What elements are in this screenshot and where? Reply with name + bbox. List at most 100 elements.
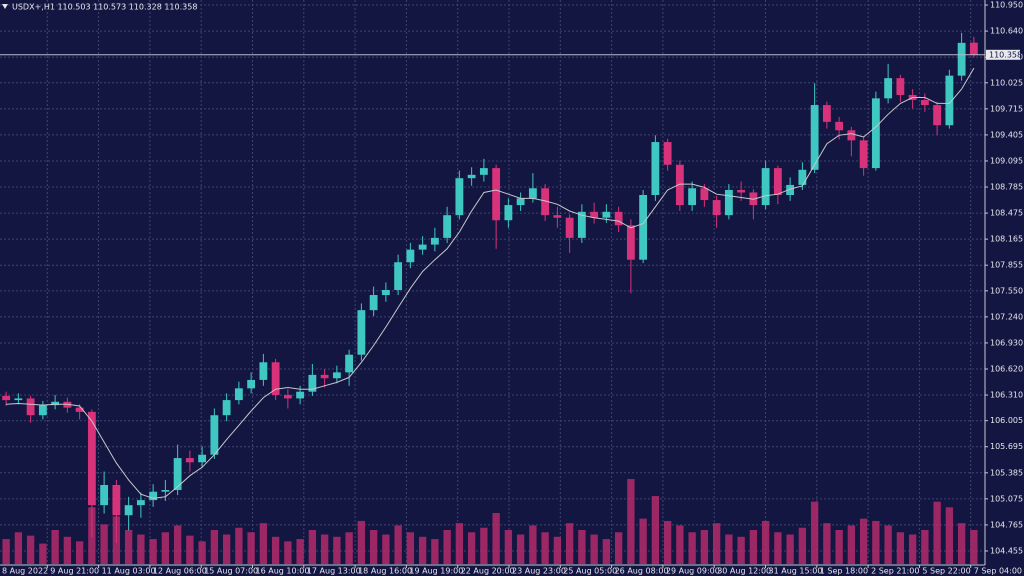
volume-bar (39, 543, 47, 564)
volume-bar (529, 525, 537, 564)
candle-body (896, 78, 905, 95)
volume-bar (333, 536, 341, 564)
volume-bar (271, 536, 280, 564)
volume-bar (308, 530, 317, 564)
candle-body (210, 415, 219, 455)
candle-body (602, 211, 611, 218)
symbol-header: USDX+,H1 110.503 110.573 110.328 110.358 (12, 3, 197, 12)
candle-body (308, 374, 317, 392)
x-tick-label: 5 Sep 22:00 (922, 567, 970, 576)
volume-bar (639, 518, 647, 564)
volume-bar (578, 530, 586, 564)
volume-bar (725, 534, 733, 564)
x-tick-label: 26 Aug 08:00 (615, 567, 669, 576)
candle-body (247, 379, 256, 389)
last-price-box (986, 49, 1020, 60)
candle-body (577, 211, 586, 238)
candle-body (161, 490, 170, 492)
volume-bar (590, 534, 598, 564)
volume-bar (749, 530, 758, 564)
volume-bar (774, 532, 782, 564)
volume-bar (761, 520, 770, 564)
candle-body (369, 295, 378, 311)
x-tick-label: 19 Aug 19:00 (409, 567, 463, 576)
volume-bar (100, 524, 108, 564)
candle-body (528, 188, 537, 199)
candle-body (945, 75, 954, 126)
candle-body (626, 225, 635, 260)
candle-body (136, 500, 145, 506)
y-tick-label: 106.005 (990, 416, 1023, 425)
candle-body (271, 362, 280, 396)
candle-body (75, 407, 84, 412)
volume-bar (222, 534, 231, 564)
x-tick-label: 16 Aug 10:00 (256, 567, 310, 576)
last-price-label: 110.358 (989, 50, 1022, 59)
volume-bar (161, 532, 170, 564)
x-tick-label: 8 Aug 2022 (2, 567, 48, 576)
volume-bar (357, 520, 366, 564)
candle-body (14, 398, 23, 401)
y-tick-label: 110.950 (990, 1, 1023, 10)
candle-body (859, 140, 868, 169)
candle-body (149, 491, 158, 501)
volume-bar (541, 532, 549, 564)
volume-bar (859, 518, 868, 564)
volume-bar (884, 525, 892, 564)
volume-bar (382, 534, 390, 564)
y-tick-label: 109.715 (990, 104, 1023, 113)
candle-body (786, 184, 795, 196)
candle-body (259, 362, 268, 380)
candle-body (394, 262, 403, 290)
volume-bar (737, 536, 745, 564)
candle-body (969, 42, 978, 55)
y-tick-label: 110.025 (990, 78, 1023, 87)
candle-body (700, 188, 709, 201)
candle-body (222, 400, 231, 416)
x-tick-label: 22 Aug 20:00 (461, 567, 515, 576)
x-tick-label: 12 Aug 06:00 (153, 567, 207, 576)
volume-bar (957, 523, 966, 564)
candle-body (381, 289, 390, 296)
volume-bar (259, 523, 268, 564)
x-tick-label: 17 Aug 13:00 (307, 567, 361, 576)
x-tick-label: 25 Aug 05:00 (563, 567, 617, 576)
y-tick-label: 106.930 (990, 338, 1023, 347)
candle-body (737, 189, 746, 193)
candle-body (933, 105, 942, 126)
volume-bar (480, 527, 488, 564)
volume-bar (320, 534, 329, 564)
y-tick-label: 104.765 (990, 520, 1023, 529)
volume-bar (296, 539, 304, 564)
candle-body (492, 168, 501, 221)
volume-bar (467, 532, 476, 564)
candle-body (798, 169, 807, 185)
volume-bar (369, 530, 378, 564)
candle-body (87, 411, 96, 506)
volume-bar (921, 530, 929, 564)
volume-bar (210, 530, 219, 564)
candle-body (357, 310, 366, 355)
y-tick-label: 106.620 (990, 364, 1023, 373)
candle-body (100, 484, 109, 506)
candle-body (553, 215, 562, 218)
candle-body (455, 178, 464, 216)
candle-body (822, 105, 831, 122)
volume-bar (614, 532, 623, 564)
x-tick-label: 31 Aug 15:00 (769, 567, 823, 576)
candle-body (406, 249, 415, 263)
volume-bar (676, 525, 684, 564)
y-tick-label: 107.855 (990, 261, 1023, 270)
volume-bar (455, 523, 464, 564)
candle-body (124, 505, 133, 516)
x-tick-label: 9 Aug 21:00 (50, 567, 99, 576)
volume-bar (394, 525, 402, 564)
volume-bar (247, 532, 255, 564)
volume-bar (798, 527, 807, 564)
x-tick-label: 29 Aug 09:00 (666, 567, 720, 576)
candle-body (957, 42, 966, 76)
